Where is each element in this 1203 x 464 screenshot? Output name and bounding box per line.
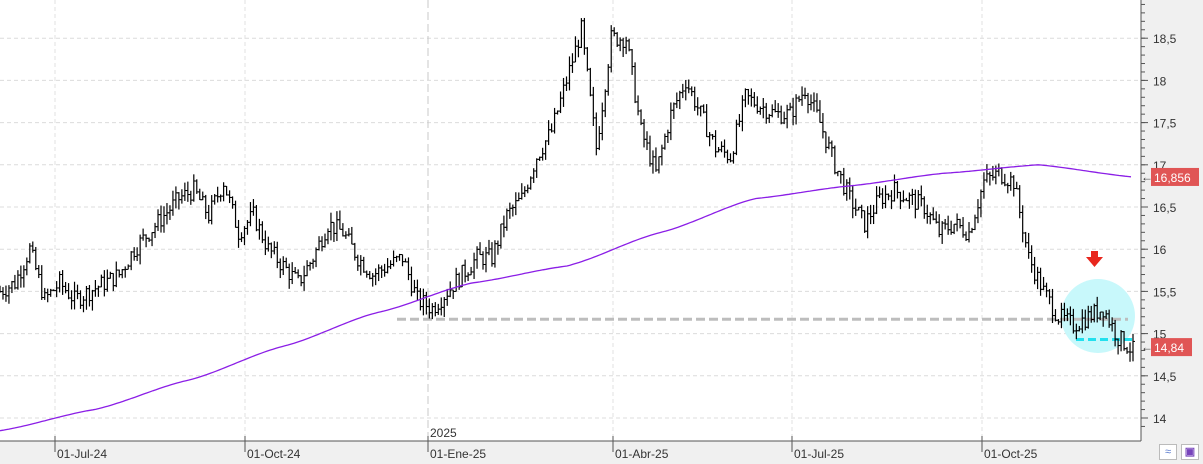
- overlays: [397, 251, 1135, 353]
- y-tick-label: 15,5: [1153, 285, 1177, 299]
- tag-arrow-icon: ←: [1141, 170, 1153, 184]
- x-tick-label: 01-Jul-24: [57, 447, 107, 461]
- ma-value-tag: 16,856: [1154, 171, 1191, 185]
- x-tick-label: 01-Abr-25: [615, 447, 669, 461]
- wave-icon[interactable]: ≈: [1159, 444, 1177, 460]
- last-price-tag-bg: [1151, 338, 1192, 357]
- year-marker: 2025: [430, 426, 457, 440]
- y-tick-label: 18,5: [1153, 32, 1177, 46]
- last-price-tag: 14,84: [1154, 341, 1184, 355]
- date-axis-bg: [0, 441, 1203, 464]
- y-tick-label: 16,5: [1153, 201, 1177, 215]
- x-tick-label: 01-Jul-25: [794, 447, 844, 461]
- tag-arrow-icon: ←: [1141, 340, 1153, 354]
- y-tick-label: 16: [1153, 243, 1167, 257]
- grid: [0, 0, 1141, 441]
- x-tick-label: 01-Oct-25: [984, 447, 1038, 461]
- ma-value-tag-bg: [1151, 167, 1199, 186]
- y-tick-label: 14,5: [1153, 370, 1177, 384]
- moving-average: [0, 164, 1132, 432]
- y-tick-label: 14: [1153, 412, 1167, 426]
- y-tick-label: 18: [1153, 74, 1167, 88]
- x-tick-label: 01-Ene-25: [430, 447, 486, 461]
- y-tick-label: 17,5: [1153, 117, 1177, 131]
- moving-average-line: [0, 164, 1132, 432]
- arrow-down-icon: [1086, 251, 1103, 267]
- y-tick-label: 15: [1153, 328, 1167, 342]
- x-tick-label: 01-Oct-24: [247, 447, 301, 461]
- highlight-circle: [1061, 279, 1135, 353]
- ohlc-bars: [0, 17, 1135, 362]
- price-axis-bg: [1141, 0, 1203, 464]
- save-icon[interactable]: ▣: [1181, 444, 1199, 460]
- price-tags: ← 16,856← 14,84: [1141, 167, 1199, 357]
